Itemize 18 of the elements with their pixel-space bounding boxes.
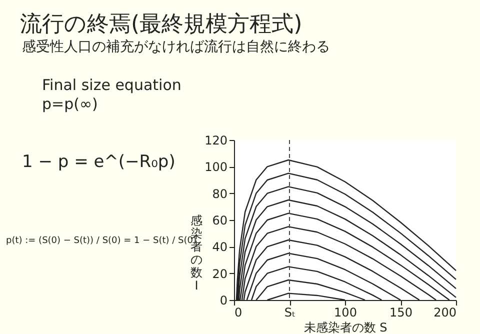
- text: p=p(∞): [42, 95, 98, 113]
- x-tick-label: 150: [390, 306, 412, 320]
- text: Final size equation: [42, 76, 182, 94]
- chart-subtitle: 感受性人口の補充がなければ流行は自然に終わる: [22, 39, 330, 55]
- y-tick-label: 120: [204, 134, 228, 148]
- chart-title: 流行の終焉(最終規模方程式): [20, 12, 302, 37]
- y-tick-label: 100: [204, 160, 228, 174]
- y-tick-label: 80: [212, 186, 228, 201]
- x-tick-label: 100: [334, 306, 357, 320]
- y-tick-label: 0: [220, 294, 228, 308]
- x-tick-label: 0: [234, 306, 242, 320]
- x-tick-label: Sₜ: [284, 306, 296, 320]
- y-tick-label: 20: [212, 266, 228, 281]
- x-tick-label: 200: [434, 306, 456, 320]
- y-tick-label: 60: [212, 214, 228, 228]
- text: 1 − p = e^(−R₀p): [22, 152, 176, 172]
- y-tick-label: 40: [212, 240, 228, 254]
- x-axis-title: 未感染者の数 S: [304, 320, 388, 334]
